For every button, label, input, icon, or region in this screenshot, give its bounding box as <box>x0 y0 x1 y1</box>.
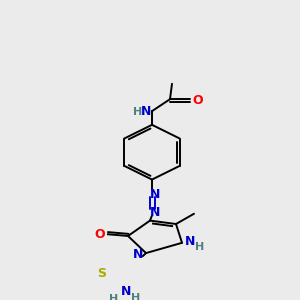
Text: S: S <box>98 267 106 280</box>
Text: H: H <box>134 107 142 117</box>
Text: H: H <box>131 292 141 300</box>
Text: O: O <box>95 228 105 241</box>
Text: N: N <box>121 285 131 298</box>
Text: H: H <box>195 242 205 252</box>
Text: O: O <box>193 94 203 106</box>
Text: N: N <box>150 188 160 201</box>
Text: N: N <box>185 235 195 248</box>
Text: H: H <box>110 294 118 300</box>
Text: N: N <box>141 105 151 118</box>
Text: N: N <box>133 248 143 261</box>
Text: N: N <box>150 206 160 219</box>
